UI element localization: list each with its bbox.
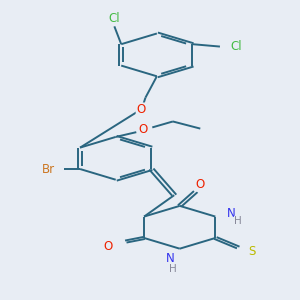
Text: S: S — [248, 244, 256, 258]
Text: Cl: Cl — [109, 11, 120, 25]
Text: O: O — [196, 178, 205, 191]
Text: H: H — [234, 216, 242, 226]
Text: H: H — [169, 264, 177, 274]
Text: N: N — [166, 252, 175, 265]
Text: O: O — [139, 123, 148, 136]
Text: O: O — [103, 240, 112, 253]
Text: O: O — [136, 103, 146, 116]
Text: N: N — [227, 207, 236, 220]
Text: Cl: Cl — [230, 40, 242, 53]
Text: Br: Br — [41, 163, 55, 176]
